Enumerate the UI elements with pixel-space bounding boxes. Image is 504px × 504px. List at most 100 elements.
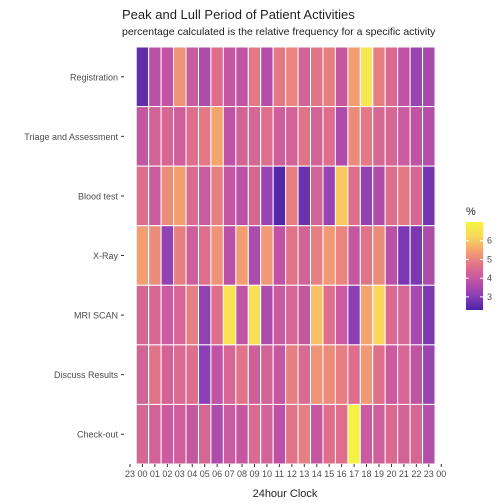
- heatmap-cell: [384, 165, 399, 227]
- x-tick-label: 00: [436, 469, 446, 479]
- heatmap-cell: [384, 225, 399, 286]
- x-tick-label: 10: [262, 469, 272, 479]
- heatmap-cell: [422, 225, 436, 286]
- heatmap-cell: [297, 403, 312, 465]
- heatmap-cell: [285, 284, 299, 346]
- heatmap-cell: [210, 46, 224, 108]
- heatmap-cell: [347, 344, 361, 405]
- heatmap-cell: [160, 106, 175, 167]
- heatmap-cell: [247, 106, 262, 167]
- x-tick-label: 06: [212, 469, 222, 479]
- heatmap-cell: [173, 46, 187, 108]
- heatmap-cell: [372, 225, 386, 286]
- chart-subtitle: percentage calculated is the relative fr…: [122, 26, 436, 38]
- heatmap-cell: [272, 106, 287, 167]
- heatmap-cell: [197, 344, 212, 405]
- heatmap-cell: [185, 106, 199, 167]
- heatmap-cell: [247, 344, 262, 405]
- x-tick-label: 14: [312, 469, 322, 479]
- heatmap-cell: [222, 403, 237, 465]
- x-tick-label: 15: [324, 469, 334, 479]
- heatmap-cell: [359, 106, 374, 167]
- heatmap-cell: [210, 225, 224, 286]
- heatmap-cell: [297, 165, 312, 227]
- heatmap-cell: [235, 284, 249, 346]
- heatmap-cell: [210, 165, 224, 227]
- heatmap-cell: [260, 165, 274, 227]
- heatmap-cell: [347, 403, 361, 465]
- heatmap-cell: [173, 284, 187, 346]
- heatmap-cell: [173, 225, 187, 286]
- heatmap-cell: [235, 403, 249, 465]
- legend-tick-label: 5: [487, 254, 492, 264]
- heatmap-cell: [235, 344, 249, 405]
- heatmap-cell: [148, 284, 162, 346]
- heatmap-cell: [210, 344, 224, 405]
- heatmap-cell: [384, 344, 399, 405]
- heatmap-cell: [148, 225, 162, 286]
- heatmap-cell: [297, 46, 312, 108]
- x-tick-label: 07: [225, 469, 235, 479]
- legend-title: %: [466, 206, 476, 218]
- heatmap-cell: [235, 225, 249, 286]
- heatmap-cell: [222, 284, 237, 346]
- x-tick-label: 22: [411, 469, 421, 479]
- heatmap-cell: [297, 106, 312, 167]
- heatmap-cell: [359, 344, 374, 405]
- heatmap-cell: [310, 225, 324, 286]
- heatmap-cell: [310, 106, 324, 167]
- legend-tick-label: 6: [487, 236, 492, 246]
- heatmap-cell: [359, 165, 374, 227]
- y-tick-label: Registration: [70, 72, 118, 82]
- y-tick-label: Blood test: [78, 191, 119, 201]
- heatmap-cell: [247, 225, 262, 286]
- x-tick-label: 12: [287, 469, 297, 479]
- heatmap-cell: [148, 106, 162, 167]
- heatmap-cell: [260, 344, 274, 405]
- x-tick-label: 23: [424, 469, 434, 479]
- heatmap-cell: [334, 46, 349, 108]
- heatmap-cell: [285, 46, 299, 108]
- heatmap-cell: [185, 46, 199, 108]
- heatmap-cell: [222, 344, 237, 405]
- heatmap-cell: [409, 106, 424, 167]
- heatmap-cell: [409, 344, 424, 405]
- heatmap-cell: [272, 46, 287, 108]
- heatmap-cell: [135, 225, 150, 286]
- heatmap-cell: [372, 344, 386, 405]
- heatmap-cell: [422, 165, 436, 227]
- heatmap-cell: [334, 106, 349, 167]
- heatmap-cell: [185, 165, 199, 227]
- heatmap-cell: [409, 46, 424, 108]
- x-tick-label: 02: [162, 469, 172, 479]
- heatmap-cell: [285, 165, 299, 227]
- heatmap-cell: [235, 106, 249, 167]
- heatmap-cell: [397, 225, 411, 286]
- heatmap-cell: [347, 284, 361, 346]
- heatmap-cell: [310, 165, 324, 227]
- heatmap-cell: [222, 46, 237, 108]
- y-tick-label: X-Ray: [93, 251, 119, 261]
- heatmap-cell: [422, 106, 436, 167]
- heatmap-cell: [210, 106, 224, 167]
- legend-colorbar: [466, 222, 483, 310]
- x-axis-title: 24hour Clock: [253, 488, 318, 500]
- heatmap-cell: [272, 284, 287, 346]
- heatmap-cell: [334, 225, 349, 286]
- heatmap-cell: [272, 403, 287, 465]
- heatmap-cell: [260, 225, 274, 286]
- heatmap-cell: [322, 403, 336, 465]
- heatmap-cell: [422, 284, 436, 346]
- x-tick-label: 04: [187, 469, 197, 479]
- heatmap-cell: [397, 106, 411, 167]
- heatmap-cell: [197, 165, 212, 227]
- heatmap-cell: [260, 403, 274, 465]
- heatmap-cell: [197, 46, 212, 108]
- heatmap-cell: [409, 225, 424, 286]
- heatmap-cell: [359, 46, 374, 108]
- heatmap-cell: [384, 284, 399, 346]
- heatmap-cell: [247, 403, 262, 465]
- heatmap-cell: [247, 165, 262, 227]
- heatmap-cell: [347, 165, 361, 227]
